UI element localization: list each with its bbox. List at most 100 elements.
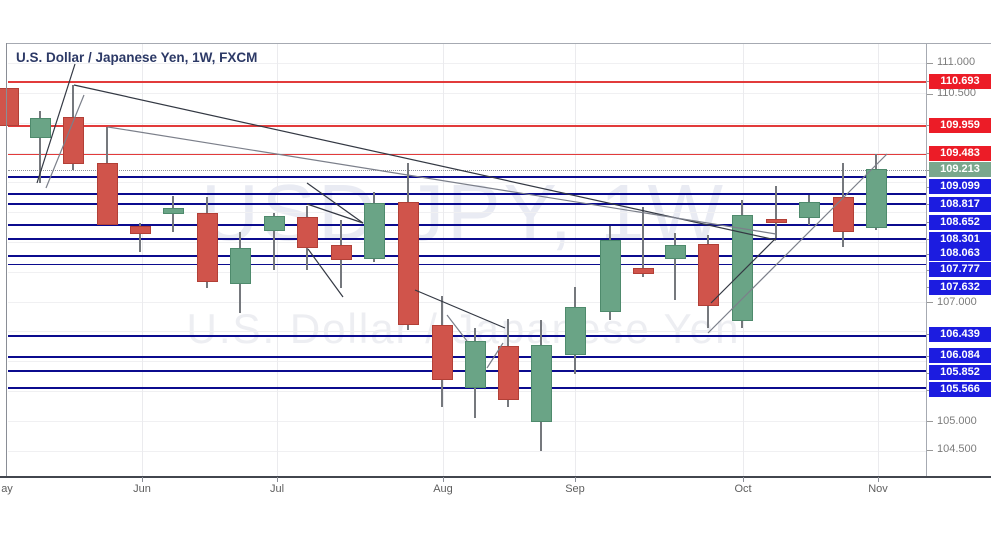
v-gridline (443, 43, 444, 476)
watermark-description: U.S. Dollar / Japanese Yen (186, 305, 741, 352)
resistance-line[interactable] (8, 81, 926, 83)
support-line[interactable] (8, 263, 926, 266)
resistance-line[interactable] (8, 125, 926, 127)
v-gridline (878, 43, 879, 476)
candle-wick-up (39, 110, 41, 184)
month-tick (443, 477, 444, 482)
axis-price-label: 105.000 (937, 414, 977, 427)
candle-body-down (296, 217, 318, 248)
candle-body-down (765, 219, 787, 223)
candle-wick-down (775, 185, 777, 239)
current-price-line (8, 169, 926, 171)
trendline[interactable] (414, 289, 506, 329)
trendline[interactable] (73, 84, 777, 241)
candle-body-down (697, 244, 719, 306)
trendline[interactable] (45, 94, 85, 189)
candle-body-down (431, 324, 453, 380)
axis-price-label: 104.500 (937, 443, 977, 455)
candle-body-up (363, 203, 385, 260)
candle-body-up (29, 117, 51, 138)
trendline[interactable] (446, 314, 468, 342)
support-price-badge: 106.084 (929, 348, 991, 363)
axis-price-label: 107.000 (937, 295, 977, 308)
h-gridline (8, 390, 926, 392)
candle-body-up (464, 340, 486, 388)
candle-body-up (664, 244, 686, 259)
trendline[interactable] (707, 153, 888, 334)
month-label: ay (1, 483, 13, 495)
price-tick (927, 421, 933, 422)
month-tick (743, 477, 744, 482)
candle-body-up (599, 239, 621, 312)
h-gridline (8, 301, 926, 303)
support-price-badge: 105.566 (929, 382, 991, 397)
candle-body-up (162, 207, 184, 215)
candle-body-down (96, 162, 118, 226)
support-line[interactable] (8, 238, 926, 240)
support-line[interactable] (8, 334, 926, 337)
chart-title: U.S. Dollar / Japanese Yen, 1W, FXCM (16, 50, 258, 65)
trendline[interactable] (306, 203, 364, 224)
v-gridline (575, 43, 576, 476)
h-gridline (8, 241, 926, 243)
h-gridline (8, 450, 926, 452)
trendline[interactable] (710, 237, 777, 304)
axis-price-label: 111.000 (937, 56, 976, 68)
price-tick (927, 302, 933, 303)
trendline[interactable] (107, 126, 777, 235)
h-gridline (8, 92, 926, 94)
support-price-badge: 108.652 (929, 214, 991, 230)
candle-body-down (129, 225, 151, 234)
support-line[interactable] (8, 193, 926, 195)
candle-body-down (196, 213, 218, 282)
support-price-badge: 105.852 (929, 365, 991, 380)
h-gridline (8, 122, 926, 124)
month-tick (142, 477, 143, 482)
time-axis-line (0, 476, 991, 478)
current-price-badge: 109.213 (929, 162, 991, 177)
trendline[interactable] (306, 182, 364, 224)
price-tick (927, 93, 933, 95)
candle-wick-down (139, 222, 141, 253)
plot-frame-right (926, 43, 927, 476)
trendline[interactable] (307, 248, 344, 298)
month-label: Jun (133, 483, 151, 495)
month-label: Aug (433, 483, 453, 495)
support-line[interactable] (8, 176, 926, 178)
candle-wick-up (273, 213, 275, 270)
resistance-price-badge: 109.959 (929, 117, 991, 133)
candle-body-down (632, 268, 654, 275)
resistance-price-badge: 110.693 (929, 73, 991, 89)
trendline[interactable] (486, 342, 504, 369)
candle-wick-up (674, 232, 676, 300)
month-label: Nov (868, 483, 888, 495)
candle-body-up (865, 169, 887, 229)
support-price-badge: 106.439 (929, 326, 991, 342)
resistance-line[interactable] (8, 153, 926, 155)
candle-body-down (397, 201, 419, 325)
support-price-badge: 108.817 (929, 196, 991, 212)
candle-body-up (798, 201, 820, 219)
v-gridline (142, 43, 143, 476)
candle-body-down (330, 244, 352, 260)
month-label: Sep (565, 483, 585, 495)
axis-price-label: 110.500 (937, 87, 976, 99)
candle-body-up (229, 247, 251, 284)
support-price-badge: 109.099 (929, 179, 991, 194)
h-gridline (8, 63, 926, 65)
support-line[interactable] (8, 255, 926, 257)
trendline[interactable] (36, 63, 76, 184)
price-tick (927, 449, 933, 451)
support-line[interactable] (8, 223, 926, 226)
candle-body-up (564, 306, 586, 356)
candle-body-down (62, 117, 84, 165)
h-gridline (8, 331, 926, 333)
candle-body-up (731, 215, 753, 322)
support-line[interactable] (8, 203, 926, 205)
support-price-badge: 108.063 (929, 246, 991, 261)
candle-body-down (497, 346, 519, 400)
resistance-price-badge: 109.483 (929, 145, 991, 161)
month-tick (878, 477, 879, 482)
